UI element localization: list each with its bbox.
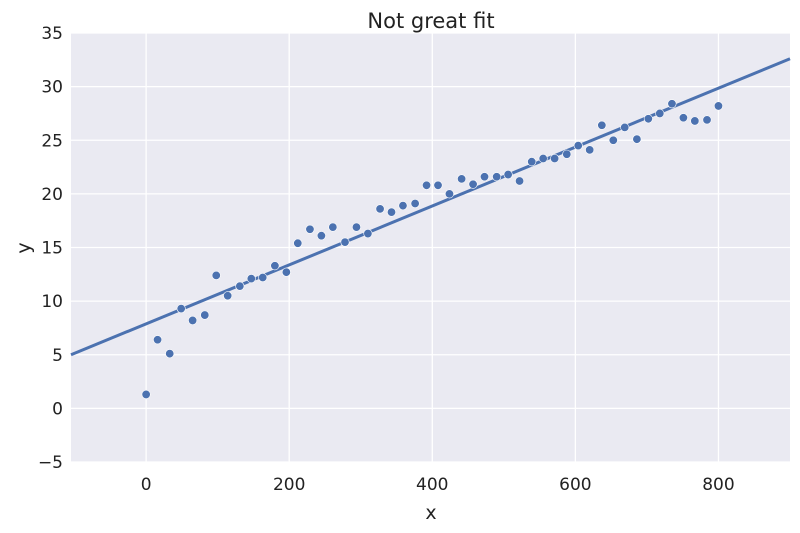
x-tick-label: 0 bbox=[141, 475, 152, 495]
data-point bbox=[351, 222, 361, 232]
x-tick-label: 400 bbox=[416, 475, 448, 495]
data-point bbox=[457, 174, 467, 184]
data-point bbox=[153, 335, 163, 345]
data-point bbox=[538, 153, 548, 163]
data-point bbox=[410, 199, 420, 209]
data-point bbox=[702, 115, 712, 125]
y-axis-label: y bbox=[13, 242, 35, 253]
data-point bbox=[608, 135, 618, 145]
data-point bbox=[503, 170, 513, 180]
data-point bbox=[293, 238, 303, 248]
x-axis-label: x bbox=[425, 502, 436, 524]
y-tick-label: 10 bbox=[41, 292, 63, 312]
data-point bbox=[690, 116, 700, 126]
y-tick-label: 5 bbox=[52, 346, 63, 366]
data-point bbox=[316, 231, 326, 241]
data-point bbox=[433, 180, 443, 190]
data-point bbox=[468, 179, 478, 189]
data-point bbox=[188, 315, 198, 325]
data-point bbox=[328, 222, 338, 232]
data-point bbox=[270, 261, 280, 271]
tick-labels: 0 200 400 600 800 −5 0 5 10 15 20 25 30 35 bbox=[38, 24, 735, 495]
data-point bbox=[375, 204, 385, 214]
data-point bbox=[246, 274, 256, 284]
data-point bbox=[585, 145, 595, 155]
x-tick-label: 200 bbox=[273, 475, 305, 495]
y-tick-label: 15 bbox=[41, 239, 63, 259]
data-point bbox=[422, 180, 432, 190]
data-point bbox=[258, 273, 268, 283]
y-tick-label: 20 bbox=[41, 185, 63, 205]
data-point bbox=[223, 291, 233, 301]
data-point bbox=[211, 270, 221, 280]
data-point bbox=[492, 172, 502, 182]
scatter-points bbox=[141, 99, 723, 399]
data-point bbox=[573, 141, 583, 151]
data-point bbox=[200, 310, 210, 320]
data-point bbox=[398, 201, 408, 211]
chart-title: Not great fit bbox=[367, 9, 494, 33]
fit-line bbox=[70, 57, 791, 357]
data-point bbox=[713, 101, 723, 111]
data-point bbox=[515, 176, 525, 186]
data-point bbox=[667, 99, 677, 109]
data-point bbox=[387, 207, 397, 217]
data-point bbox=[678, 113, 688, 123]
data-point bbox=[235, 281, 245, 291]
y-tick-label: 35 bbox=[41, 24, 63, 44]
data-point bbox=[340, 237, 350, 247]
data-point bbox=[655, 108, 665, 118]
x-tick-label: 600 bbox=[559, 475, 591, 495]
data-point bbox=[632, 134, 642, 144]
data-point bbox=[444, 189, 454, 199]
data-point bbox=[620, 122, 630, 132]
data-point bbox=[281, 267, 291, 277]
data-point bbox=[363, 229, 373, 239]
y-tick-label: 25 bbox=[41, 131, 63, 151]
data-point bbox=[480, 172, 490, 182]
data-point bbox=[165, 349, 175, 359]
data-point bbox=[305, 224, 315, 234]
data-point bbox=[550, 153, 560, 163]
y-tick-label: 0 bbox=[52, 399, 63, 419]
y-tick-label: −5 bbox=[38, 453, 63, 473]
x-tick-label: 800 bbox=[702, 475, 734, 495]
data-point bbox=[141, 389, 151, 399]
grid bbox=[71, 32, 790, 463]
data-point bbox=[562, 149, 572, 159]
data-point bbox=[176, 304, 186, 314]
data-point bbox=[527, 157, 537, 167]
y-tick-label: 30 bbox=[41, 78, 63, 98]
data-point bbox=[643, 114, 653, 124]
data-point bbox=[597, 120, 607, 130]
fit-line-layer bbox=[70, 57, 791, 357]
